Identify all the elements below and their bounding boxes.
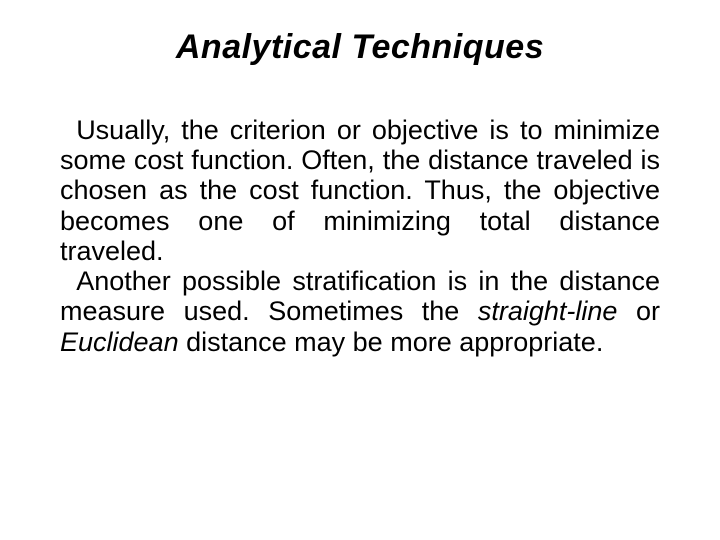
- slide-title: Analytical Techniques: [60, 28, 660, 67]
- para2-tail: distance may be more appropriate.: [179, 327, 604, 357]
- para2-em-straightline: straight-line: [478, 296, 618, 326]
- slide-container: Analytical Techniques Usually, the crite…: [0, 0, 720, 540]
- para2-mid: or: [617, 296, 660, 326]
- slide-body: Usually, the criterion or objective is t…: [60, 115, 660, 357]
- paragraph-1: Usually, the criterion or objective is t…: [60, 115, 660, 266]
- paragraph-2: Another possible stratification is in th…: [60, 266, 660, 357]
- para2-em-euclidean: Euclidean: [60, 327, 179, 357]
